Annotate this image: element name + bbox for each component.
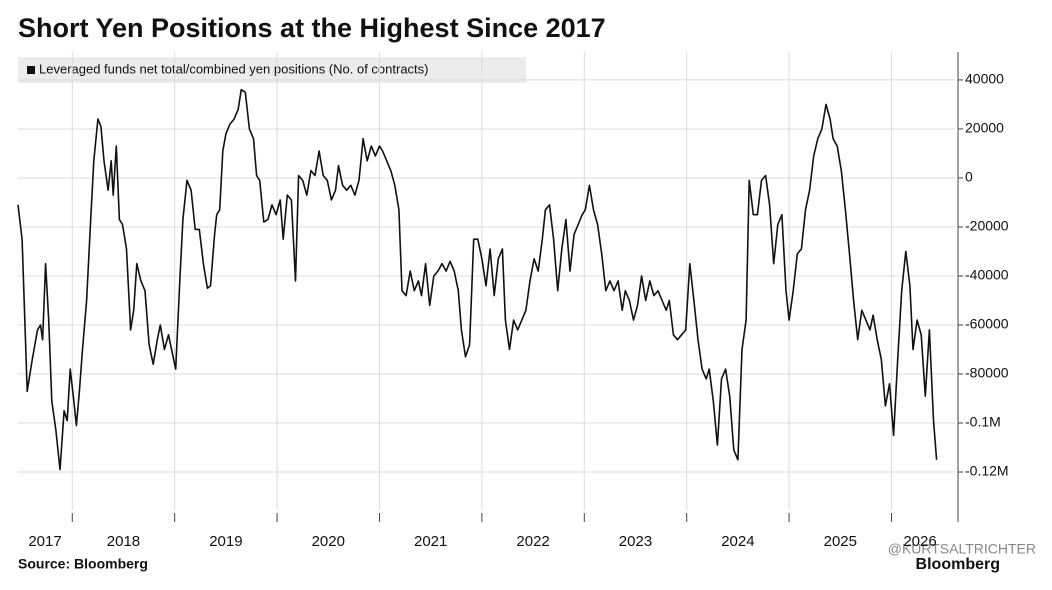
x-tick-label: 2024	[721, 533, 754, 550]
x-tick-label: 2026	[903, 533, 936, 550]
y-tick-label: -0.12M	[965, 463, 1009, 479]
y-tick-label: 40000	[965, 71, 1004, 87]
legend-box	[18, 57, 526, 83]
x-tick-label: 2025	[824, 533, 857, 550]
x-tick-label: 2019	[209, 533, 242, 550]
y-tick-label: -80000	[965, 365, 1009, 381]
chart-title: Short Yen Positions at the Highest Since…	[18, 13, 606, 43]
y-tick-label: -40000	[965, 267, 1009, 283]
y-tick-label: -60000	[965, 316, 1009, 332]
y-tick-label: -0.1M	[965, 414, 1001, 430]
watermark: @KURTSALTRICHTER	[888, 541, 1036, 557]
x-tick-label: 2023	[619, 533, 652, 550]
x-tick-label: 2020	[312, 533, 345, 550]
x-tick-label: 2018	[107, 533, 140, 550]
y-tick-label: 0	[965, 169, 973, 185]
brand: Bloomberg	[916, 556, 1000, 573]
x-tick-label: 2021	[414, 533, 447, 550]
y-tick-label: -20000	[965, 218, 1009, 234]
x-tick-label: 2017	[28, 533, 61, 550]
x-tick-label: 2022	[516, 533, 549, 550]
y-tick-label: 20000	[965, 120, 1004, 136]
data-line	[17, 88, 938, 471]
legend-label: Leveraged funds net total/combined yen p…	[39, 61, 429, 76]
legend-swatch	[27, 66, 35, 74]
source: Source: Bloomberg	[18, 556, 148, 572]
